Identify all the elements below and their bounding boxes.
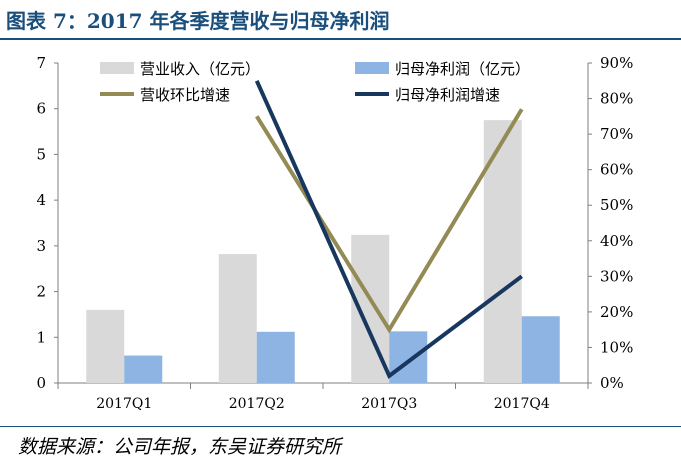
revenue-bar (218, 254, 257, 383)
profit-bar (256, 331, 295, 383)
right-tick-label: 80% (600, 90, 633, 108)
profit-bar (124, 355, 163, 383)
left-tick-label: 1 (36, 328, 46, 346)
x-tick-label: 2017Q4 (494, 396, 550, 412)
right-tick-label: 60% (600, 161, 633, 179)
left-tick-label: 2 (36, 283, 46, 301)
title-rule (0, 38, 681, 40)
left-tick-label: 5 (36, 145, 46, 163)
right-tick-label: 90% (600, 54, 633, 72)
left-tick-label: 3 (36, 237, 46, 255)
legend-label: 营收环比增速 (140, 86, 230, 104)
source-rule (0, 426, 681, 427)
source-note: 数据来源：公司年报，东吴证券研究所 (18, 436, 342, 458)
right-tick-label: 30% (600, 267, 633, 285)
legend-swatch (355, 62, 389, 74)
left-tick-label: 6 (36, 100, 46, 118)
x-tick-label: 2017Q3 (361, 396, 417, 412)
left-tick-label: 7 (36, 54, 46, 72)
legend-label: 营业收入（亿元） (140, 60, 260, 78)
legend-label: 归母净利润（亿元） (395, 60, 530, 78)
right-tick-label: 50% (600, 196, 633, 214)
left-tick-label: 0 (36, 374, 46, 392)
right-tick-label: 20% (600, 303, 633, 321)
legend-label: 归母净利润增速 (395, 86, 500, 104)
x-tick-label: 2017Q2 (229, 396, 285, 412)
left-tick-label: 4 (36, 191, 46, 209)
x-tick-label: 2017Q1 (96, 396, 152, 412)
right-tick-label: 70% (600, 125, 633, 143)
revenue-bar (86, 309, 125, 383)
revenue-growth-line (255, 108, 524, 334)
figure-title: 图表 7：2017 年各季度营收与归母净利润 (6, 9, 390, 33)
profit-bar (521, 316, 560, 383)
profit-bar (389, 331, 428, 383)
title-bar: 图表 7：2017 年各季度营收与归母净利润 (0, 0, 681, 38)
legend-swatch (100, 62, 134, 74)
right-tick-label: 10% (600, 338, 633, 356)
right-tick-label: 0% (600, 374, 624, 392)
right-tick-label: 40% (600, 232, 633, 250)
profit-growth-line (254, 79, 523, 379)
